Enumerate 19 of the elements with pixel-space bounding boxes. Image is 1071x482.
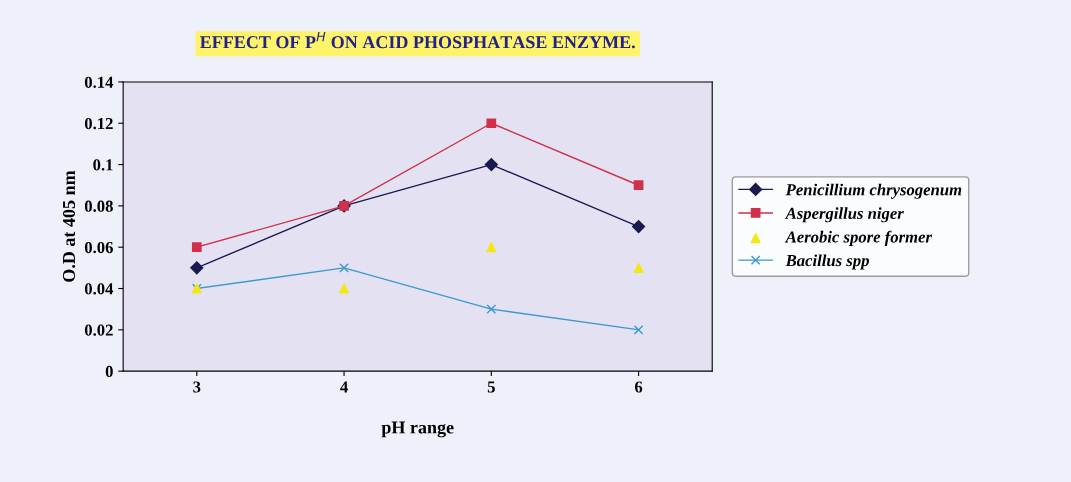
chart-title: EFFECT OF P$^{H}$ ON ACID PHOSPHATASE ENZYME. — [199, 31, 635, 49]
y-tick-label: 0.12 — [84, 117, 113, 130]
x-tick-label: 5 — [487, 381, 495, 393]
y-tick-label: 0.06 — [84, 241, 113, 254]
legend-label: Aspergillus niger — [784, 207, 904, 223]
y-tick-label: 0.02 — [84, 324, 113, 336]
legend-label: Aerobic spore former — [784, 230, 933, 246]
y-axis-title: O.D at 405 nm — [62, 170, 76, 282]
legend-label: Bacillus spp — [785, 254, 869, 270]
x-tick-label: 6 — [634, 381, 643, 393]
x-tick-label: 3 — [193, 381, 201, 393]
y-tick-label: 0.14 — [84, 76, 114, 88]
x-axis-title: pH range — [381, 421, 454, 438]
y-tick-label: 0 — [105, 365, 113, 378]
x-tick-label: 4 — [340, 381, 348, 393]
y-tick-label: 0.1 — [93, 159, 113, 171]
y-tick-label: 0.08 — [84, 200, 113, 212]
y-tick-label: 0.04 — [84, 283, 114, 295]
legend-label: Penicillium chrysogenum — [785, 183, 962, 199]
